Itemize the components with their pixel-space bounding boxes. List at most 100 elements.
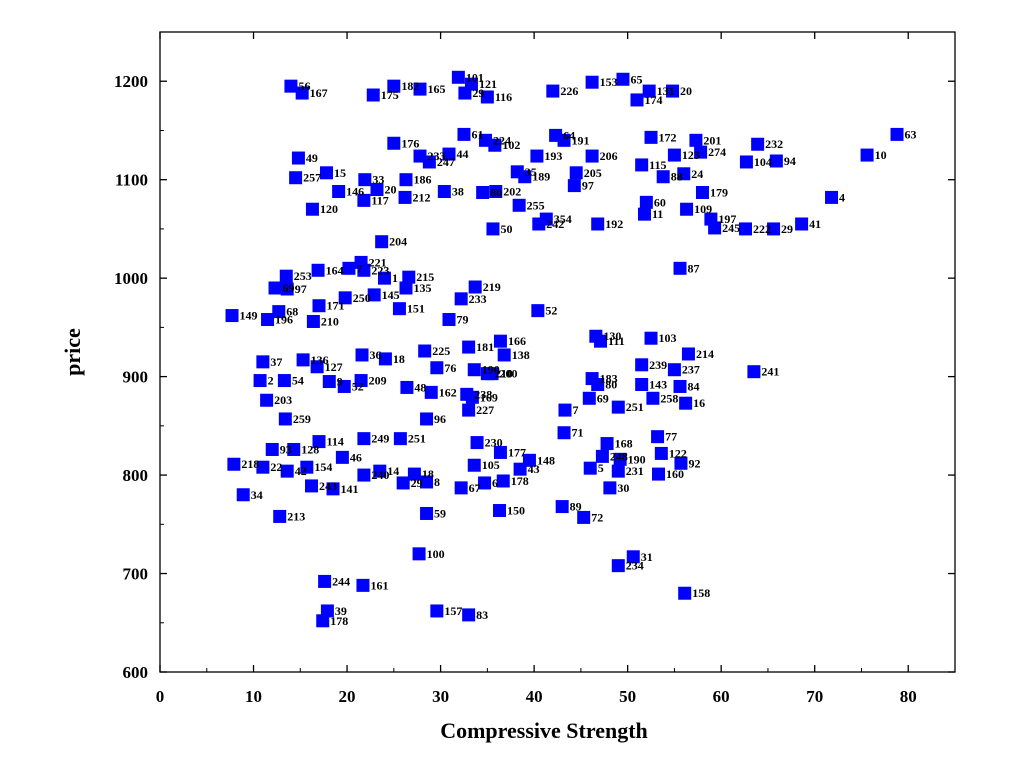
data-point-marker <box>518 170 532 184</box>
data-point-label: 72 <box>591 510 603 524</box>
data-point-marker <box>430 361 444 375</box>
data-point-marker <box>673 379 687 393</box>
data-point-marker <box>531 304 545 318</box>
data-point-label: 249 <box>371 432 389 446</box>
data-point-marker <box>613 452 627 466</box>
data-point-marker <box>319 166 333 180</box>
data-point-marker <box>493 334 507 348</box>
data-point-marker <box>418 344 432 358</box>
x-axis: 0 10 20 30 40 50 60 70 80 <box>156 32 917 706</box>
data-point-marker <box>635 377 649 391</box>
data-point-marker <box>646 391 660 405</box>
data-point-label: 44 <box>457 147 469 161</box>
data-point-label: 203 <box>274 393 292 407</box>
data-point-label: 7 <box>572 403 578 417</box>
data-point-marker <box>470 436 484 450</box>
data-point-label: 202 <box>503 185 521 199</box>
data-point-marker <box>277 374 291 388</box>
data-point-label: 93 <box>280 442 292 456</box>
data-point-label: 61 <box>471 127 483 141</box>
data-point-marker <box>236 488 250 502</box>
data-point-label: 238 <box>474 387 492 401</box>
data-point-label: 224 <box>493 133 511 147</box>
data-point-label: 101 <box>466 70 484 84</box>
data-point-label: 241 <box>761 365 779 379</box>
data-point-label: 221 <box>369 255 387 269</box>
data-point-marker <box>442 313 456 327</box>
data-point-label: 189 <box>532 170 550 184</box>
data-point-marker <box>268 281 282 295</box>
data-point-marker <box>412 547 426 561</box>
plot-frame <box>159 31 956 673</box>
x-tick-label: 80 <box>900 687 917 706</box>
data-point-marker <box>398 190 412 204</box>
data-point-marker <box>486 222 500 236</box>
data-point-marker <box>322 375 336 389</box>
data-point-label: 230 <box>485 436 503 450</box>
data-point-label: 131 <box>657 84 675 98</box>
data-point-label: 54 <box>292 374 304 388</box>
data-point-marker <box>595 449 609 463</box>
data-point-marker <box>400 380 414 394</box>
data-point-marker <box>694 145 708 159</box>
data-point-marker <box>644 331 658 345</box>
data-point-marker <box>402 270 416 284</box>
y-tick-label: 1200 <box>114 72 148 91</box>
data-point-marker <box>420 412 434 426</box>
data-point-label: 177 <box>508 445 526 459</box>
data-point-label: 150 <box>507 504 525 518</box>
data-point-label: 190 <box>628 452 646 466</box>
data-point-marker <box>637 207 651 221</box>
data-point-label: 67 <box>469 481 481 495</box>
data-point-label: 192 <box>605 217 623 231</box>
data-point-label: 117 <box>371 193 388 207</box>
data-point-label: 212 <box>413 190 431 204</box>
data-point-label: 97 <box>582 179 594 193</box>
data-point-label: 196 <box>275 313 293 327</box>
y-tick-label: 1000 <box>114 269 148 288</box>
data-point-label: 22 <box>270 460 282 474</box>
data-point-marker <box>468 280 482 294</box>
data-point-marker <box>355 348 369 362</box>
data-point-label: 141 <box>341 482 359 496</box>
data-point-marker <box>413 82 427 96</box>
data-point-label: 60 <box>654 195 666 209</box>
data-point-label: 257 <box>303 171 321 185</box>
data-point-label: 34 <box>251 488 263 502</box>
data-point-marker <box>795 217 809 231</box>
data-point-marker <box>677 167 691 181</box>
data-point-label: 234 <box>626 559 644 573</box>
data-point-marker <box>546 84 560 98</box>
data-point-marker <box>407 467 421 481</box>
data-point-label: 161 <box>370 578 388 592</box>
x-tick-label: 0 <box>156 687 165 706</box>
data-point-marker <box>260 393 274 407</box>
data-point-marker <box>300 460 314 474</box>
data-point-label: 210 <box>321 314 339 328</box>
data-point-marker <box>512 198 526 212</box>
x-tick-label: 20 <box>339 687 356 706</box>
data-point-marker <box>767 222 781 236</box>
data-point-marker <box>296 353 310 367</box>
data-point-marker <box>272 305 286 319</box>
data-point-marker <box>488 138 502 152</box>
data-point-label: 201 <box>703 133 721 147</box>
data-point-label: 178 <box>511 474 529 488</box>
data-point-label: 76 <box>444 361 456 375</box>
data-point-label: 171 <box>327 299 345 313</box>
data-point-marker <box>318 574 332 588</box>
data-point-label: 243 <box>319 479 337 493</box>
data-point-label: 100 <box>427 547 445 561</box>
data-point-label: 218 <box>241 457 259 471</box>
data-point-marker <box>558 403 572 417</box>
data-point-label: 103 <box>659 331 677 345</box>
data-point-marker <box>708 221 722 235</box>
data-point-marker <box>378 352 392 366</box>
data-point-marker <box>316 614 330 628</box>
data-point-label: 43 <box>528 462 540 476</box>
data-point-label: 63 <box>905 127 917 141</box>
data-point-label: 240 <box>371 468 389 482</box>
data-point-label: 178 <box>330 614 348 628</box>
data-point-label: 116 <box>495 90 512 104</box>
